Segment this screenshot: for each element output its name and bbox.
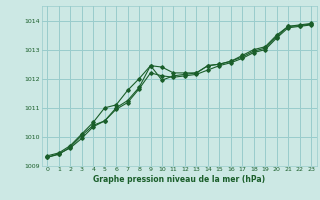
X-axis label: Graphe pression niveau de la mer (hPa): Graphe pression niveau de la mer (hPa) [93,175,265,184]
